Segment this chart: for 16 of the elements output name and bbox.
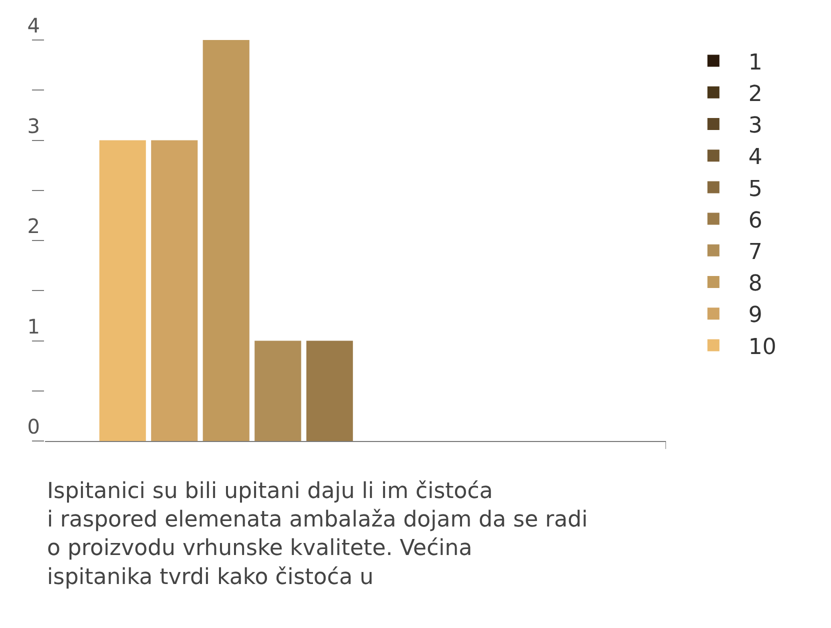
y-tick-label: 1	[27, 314, 40, 338]
legend-label: 7	[748, 240, 762, 265]
y-tick-label: 0	[27, 414, 40, 438]
legend-label: 9	[748, 303, 762, 328]
y-tick-label: 2	[27, 214, 40, 238]
legend-label: 8	[748, 272, 762, 297]
legend-label: 4	[748, 145, 762, 170]
legend-label: 10	[748, 334, 776, 360]
legend-label: 2	[748, 82, 762, 107]
legend-label: 6	[748, 208, 762, 234]
y-tick-label: 3	[27, 114, 40, 138]
legend-label: 5	[748, 176, 762, 202]
text: Ispitanici su bili upitani daju li im čistoća i raspored elemenata ambalaža dojam da se radi o proizvodu vrhunske kvalitete. Većina ispitanika tvrdi kako čistoća u	[47, 479, 588, 590]
legend-label: 3	[748, 114, 762, 139]
legend-label: 1	[748, 50, 762, 76]
y-tick-label: 4	[27, 14, 40, 38]
